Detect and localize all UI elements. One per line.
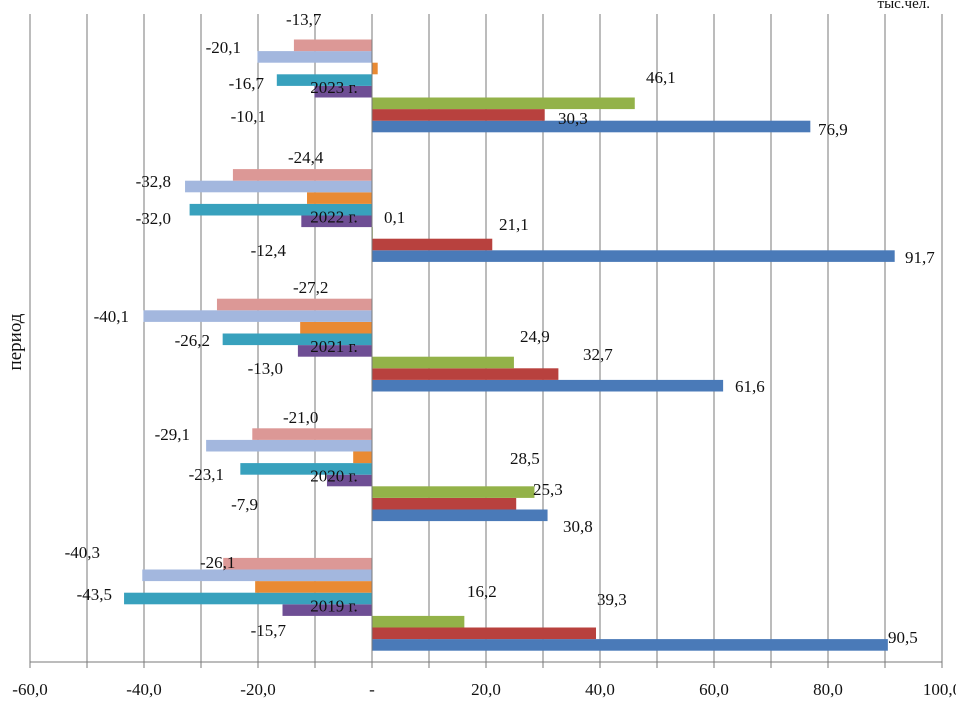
bar-series-5-3 [189,203,372,216]
bar-series-6-0 [255,581,372,593]
x-tick-label: 60,0 [699,680,729,699]
bar-series-7-1 [206,439,372,452]
bar-series-7-2 [143,310,372,322]
data-label-series-3-4: 46,1 [646,68,676,87]
bar-series-1-3 [372,250,895,262]
data-label-series-4-3: -12,4 [251,241,287,260]
data-label-series-5-2: -26,2 [175,331,210,350]
bar-series-5-0 [124,592,372,605]
bar-series-3-0 [372,615,465,628]
bar-series-4-2 [297,345,372,357]
bar-series-8-4 [293,39,372,52]
bar-series-3-4 [372,97,635,110]
unit-label: тыс.чел. [878,0,930,12]
bar-series-7-0 [142,569,372,582]
x-tick-label: 80,0 [813,680,843,699]
bar-series-6-1 [353,451,372,464]
bar-series-1-0 [372,639,888,651]
category-label: 2019 г. [310,596,358,615]
data-label-series-1-1: 30,8 [563,517,593,536]
bar-series-5-2 [222,333,372,346]
data-label-series-1-3: 91,7 [905,248,935,267]
data-label-series-2-3: 21,1 [499,215,529,234]
bar-series-6-4 [372,62,378,75]
bar-series-7-4 [257,51,372,63]
x-tick-label: 40,0 [585,680,615,699]
bar-series-2-1 [372,497,517,510]
data-label-series-3-2: 24,9 [520,327,550,346]
data-label-series-3-3: 0,1 [384,208,405,227]
bar-series-4-1 [326,474,372,487]
data-label-series-3-1: 28,5 [510,449,540,468]
data-label-series-5-4: -16,7 [229,74,265,93]
data-label-series-7-4: -20,1 [206,38,241,57]
data-label-series-8-3: -24,4 [288,148,324,167]
data-label-series-7-0: -40,3 [65,543,100,562]
data-label-series-1-2: 61,6 [735,377,765,396]
category-label: 2020 г. [310,467,358,486]
data-label-series-8-4: -13,7 [286,10,322,29]
bar-series-8-0 [223,557,372,570]
x-tick-label: 20,0 [471,680,501,699]
bar-series-8-2 [216,298,372,311]
category-label: 2021 г. [310,337,358,356]
bar-series-8-3 [232,169,372,181]
bar-series-6-2 [300,321,372,334]
data-label-series-8-0: -26,1 [200,553,235,572]
bar-series-2-4 [372,109,545,121]
bar-series-7-3 [185,180,372,193]
category-label: 2023 г. [310,78,358,97]
data-label-series-5-1: -23,1 [189,465,224,484]
data-label-series-7-2: -40,1 [94,307,129,326]
x-tick-label: -60,0 [12,680,47,699]
bar-series-5-1 [240,463,372,475]
data-label-series-7-1: -29,1 [155,425,190,444]
bar-series-8-1 [252,428,372,440]
data-label-series-2-4: 30,3 [558,109,588,128]
bar-series-2-2 [372,368,559,380]
bar-series-1-2 [372,379,724,392]
data-label-series-5-3: -32,0 [136,209,171,228]
bar-series-2-0 [372,627,597,640]
data-label-series-2-0: 39,3 [597,590,627,609]
data-label-series-7-3: -32,8 [136,172,171,191]
y-axis-label: период [5,313,26,370]
category-label: 2022 г. [310,208,358,227]
bar-series-5-4 [276,74,372,86]
bar-series-3-1 [372,486,535,498]
bar-series-3-2 [372,356,514,369]
bar-series-4-3 [301,215,372,228]
data-label-series-2-1: 25,3 [533,480,563,499]
bar-series-4-0 [282,604,372,616]
bar-series-2-3 [372,238,493,251]
data-label-series-4-1: -7,9 [231,495,258,514]
data-labels: 90,5 39,3 16,2 -15,7 -43,5 -40,3 -26,1 2019 г. 3… [65,10,936,647]
x-tick-label: 100,0 [923,680,956,699]
x-tick-label: - [369,680,375,699]
bars [124,39,895,651]
bar-series-6-3 [307,192,372,204]
bar-series-4-4 [314,85,372,98]
data-label-series-1-0: 90,5 [888,628,918,647]
data-label-series-3-0: 16,2 [467,582,497,601]
x-tick-label: -40,0 [126,680,161,699]
data-label-series-4-2: -13,0 [248,359,283,378]
data-label-series-5-0: -43,5 [77,585,112,604]
data-label-series-2-2: 32,7 [583,345,613,364]
bar-series-1-4 [372,120,811,133]
data-label-series-8-1: -21,0 [283,408,318,427]
data-label-series-1-4: 76,9 [818,120,848,139]
data-label-series-4-0: -15,7 [251,621,287,640]
data-label-series-8-2: -27,2 [293,278,328,297]
x-tick-label: -20,0 [240,680,275,699]
data-label-series-4-4: -10,1 [231,107,266,126]
bar-series-1-1 [372,509,548,522]
